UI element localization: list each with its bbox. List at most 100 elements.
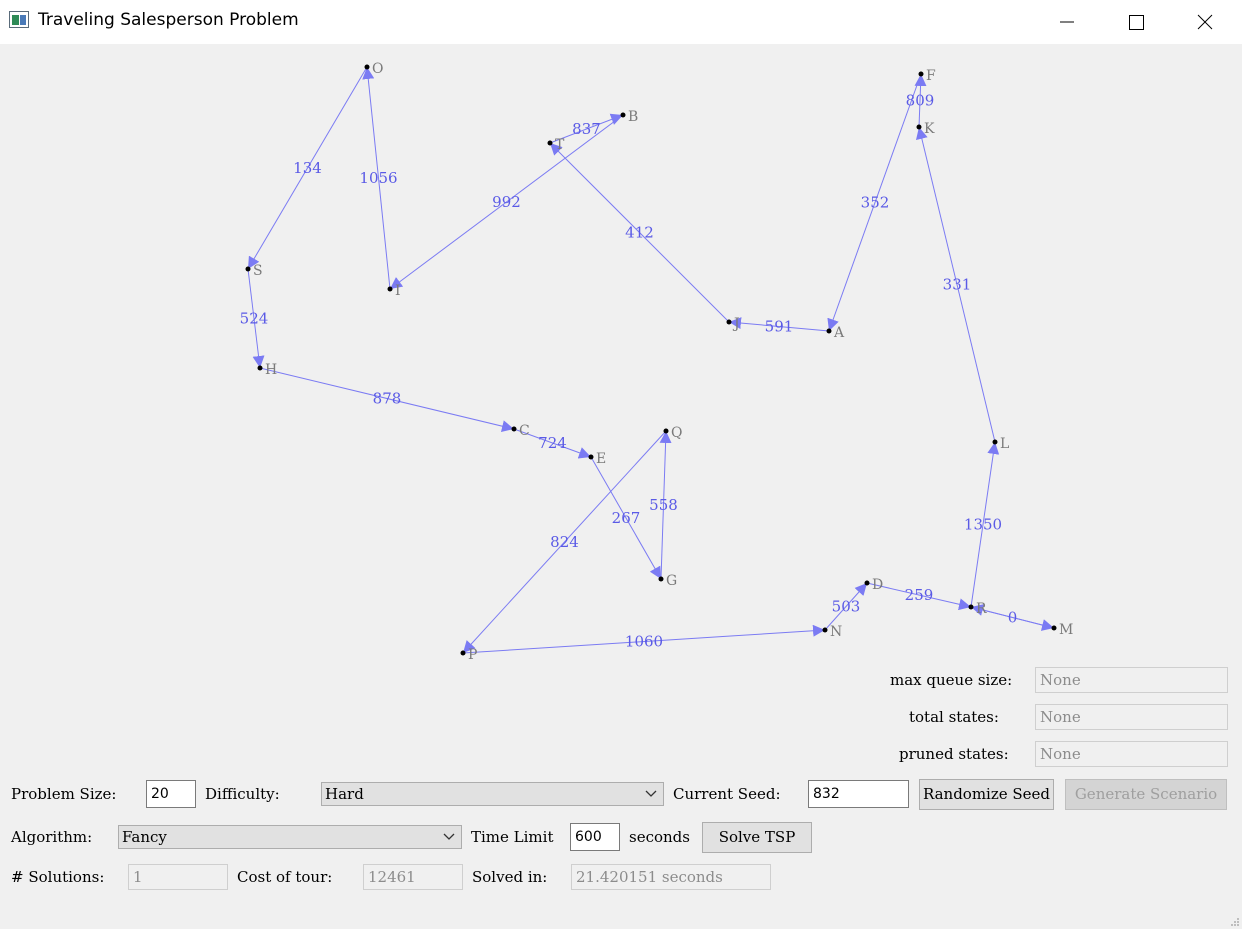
city-point-J <box>726 319 732 325</box>
city-label: Q <box>671 425 682 441</box>
solved-in-field: 21.420151 seconds <box>571 864 771 890</box>
tour-edge-T-B <box>549 113 624 144</box>
city-point-O <box>364 64 370 70</box>
edge-cost-label: 352 <box>861 194 890 212</box>
edge-cost-label: 1060 <box>625 633 663 651</box>
pruned-states-field: None <box>1035 741 1228 767</box>
city-point-P <box>460 650 466 656</box>
minimize-icon <box>1060 21 1074 23</box>
city-point-F <box>918 71 924 77</box>
max-queue-label: max queue size: <box>890 671 1013 689</box>
edge-cost-label: 0 <box>1008 609 1018 627</box>
tour-edge-F-A <box>827 73 922 332</box>
tour-edge-C-E <box>513 428 592 459</box>
city-point-M <box>1051 625 1057 631</box>
resize-grip-icon[interactable] <box>1230 917 1240 927</box>
algorithm-dropdown[interactable]: Fancy <box>118 825 462 849</box>
city-label: D <box>872 577 883 593</box>
tour-edge-H-C <box>259 367 515 433</box>
tour-edge-J-T <box>549 142 730 323</box>
seed-label: Current Seed: <box>673 785 781 803</box>
tour-edge-G-Q <box>659 430 672 580</box>
city-label: H <box>265 362 277 378</box>
city-point-A <box>826 328 832 334</box>
chevron-down-icon <box>443 833 455 840</box>
cost-label: Cost of tour: <box>237 868 333 886</box>
edge-cost-label: 412 <box>625 224 654 242</box>
title-bar: Traveling Salesperson Problem <box>0 0 1242 44</box>
edge-cost-label: 524 <box>240 310 269 328</box>
window-title: Traveling Salesperson Problem <box>38 10 299 30</box>
tour-edge-Q-P <box>462 430 667 654</box>
city-point-S <box>245 266 251 272</box>
edge-cost-label: 134 <box>293 159 322 177</box>
seconds-label: seconds <box>629 828 690 846</box>
tour-edge-I-O <box>362 66 391 290</box>
city-point-Q <box>663 428 669 434</box>
solved-in-label: Solved in: <box>472 868 548 886</box>
tour-edge-K-F <box>914 73 927 128</box>
edge-cost-label: 259 <box>905 586 934 604</box>
city-label: B <box>628 109 638 125</box>
city-label: J <box>732 316 740 332</box>
city-label: T <box>555 137 565 153</box>
edge-cost-label: 267 <box>612 509 641 527</box>
city-point-N <box>822 627 828 633</box>
solutions-label: # Solutions: <box>11 868 105 886</box>
solutions-field: 1 <box>128 864 228 890</box>
city-label: S <box>253 263 263 279</box>
maximize-icon <box>1129 15 1144 30</box>
tour-edge-M-R <box>970 604 1055 629</box>
edge-cost-label: 824 <box>550 533 579 551</box>
city-label: R <box>976 601 987 617</box>
generate-scenario-button[interactable]: Generate Scenario <box>1065 779 1227 810</box>
city-label: N <box>830 624 842 640</box>
tour-edge-L-K <box>915 126 996 443</box>
city-label: A <box>833 325 845 341</box>
total-states-label: total states: <box>909 708 999 726</box>
close-icon <box>1197 14 1213 30</box>
city-point-T <box>547 140 553 146</box>
close-button[interactable] <box>1170 0 1240 44</box>
city-label: P <box>468 647 477 663</box>
city-label: L <box>1000 436 1009 452</box>
app-icon <box>9 11 29 28</box>
randomize-seed-button[interactable]: Randomize Seed <box>919 779 1054 810</box>
city-point-K <box>916 124 922 130</box>
tour-edge-A-J <box>728 317 830 332</box>
seed-input[interactable]: 832 <box>808 780 909 808</box>
city-label: M <box>1059 622 1073 638</box>
minimize-button[interactable] <box>1032 0 1102 44</box>
time-limit-input[interactable]: 600 <box>570 823 620 851</box>
time-limit-label: Time Limit <box>471 828 554 846</box>
city-point-G <box>658 576 664 582</box>
edge-cost-label: 503 <box>832 598 861 616</box>
total-states-field: None <box>1035 704 1228 730</box>
max-queue-field: None <box>1035 667 1228 693</box>
city-point-C <box>511 426 517 432</box>
edge-cost-label: 992 <box>492 193 521 211</box>
city-label: I <box>395 283 401 299</box>
city-point-I <box>387 286 393 292</box>
tour-edge-N-D <box>824 582 868 631</box>
city-point-H <box>257 365 263 371</box>
tour-edge-P-N <box>462 624 826 654</box>
city-point-B <box>620 112 626 118</box>
tour-canvas: 134 524 878 724 267 558 824 1060 503 259 0 1350 331 8… <box>240 61 1074 663</box>
edge-cost-label: 1350 <box>964 516 1002 534</box>
edge-cost-label: 558 <box>649 496 678 514</box>
difficulty-dropdown[interactable]: Hard <box>321 782 664 806</box>
tour-edge-B-I <box>389 114 624 290</box>
edge-cost-label: 724 <box>538 434 567 452</box>
maximize-button[interactable] <box>1101 0 1171 44</box>
city-point-R <box>968 604 974 610</box>
solve-tsp-button[interactable]: Solve TSP <box>702 822 812 853</box>
edge-cost-label: 591 <box>765 318 794 336</box>
problem-size-input[interactable]: 20 <box>146 780 196 808</box>
city-point-E <box>588 454 594 460</box>
edge-cost-label: 809 <box>906 92 935 110</box>
city-point-D <box>864 580 870 586</box>
difficulty-value: Hard <box>325 785 364 803</box>
edge-cost-label: 1056 <box>359 169 397 187</box>
city-label: F <box>926 68 936 84</box>
